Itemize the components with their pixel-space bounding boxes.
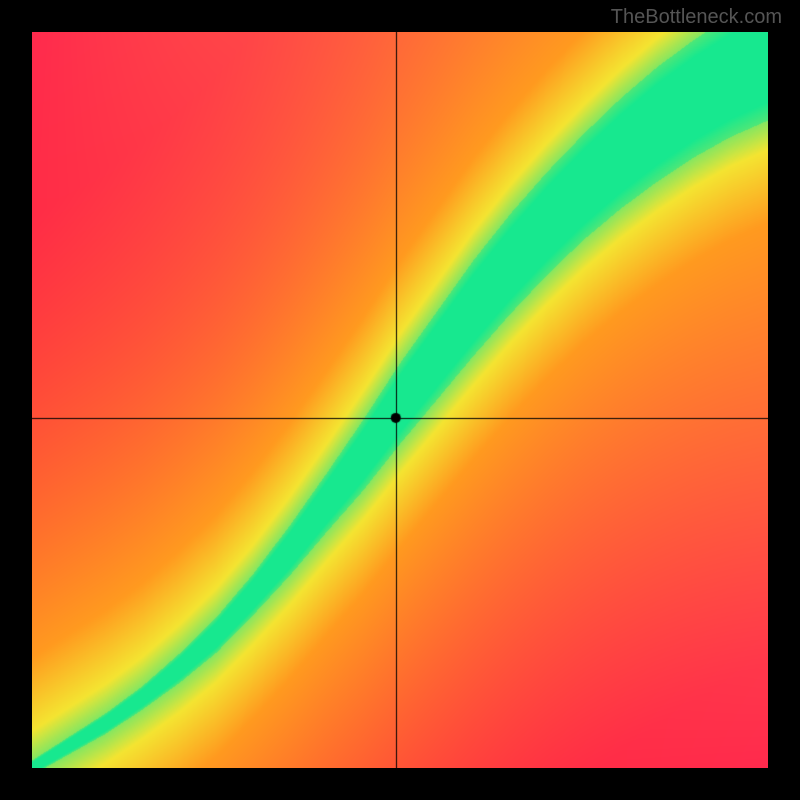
watermark-text: TheBottleneck.com: [611, 6, 782, 29]
heatmap-chart: [32, 32, 768, 768]
